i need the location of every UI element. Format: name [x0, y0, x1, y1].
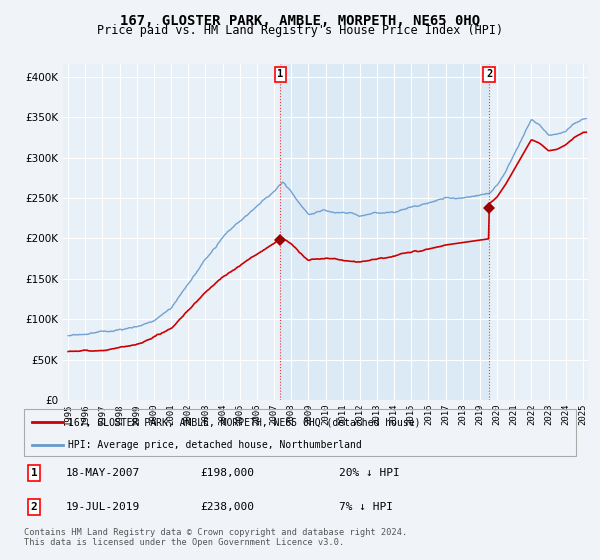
Text: 1: 1: [31, 468, 37, 478]
Text: £238,000: £238,000: [200, 502, 254, 512]
Text: 7% ↓ HPI: 7% ↓ HPI: [338, 502, 392, 512]
Text: 20% ↓ HPI: 20% ↓ HPI: [338, 468, 400, 478]
Text: 1: 1: [277, 69, 284, 79]
Text: Contains HM Land Registry data © Crown copyright and database right 2024.
This d: Contains HM Land Registry data © Crown c…: [24, 528, 407, 547]
Bar: [280, 64, 489, 400]
Text: £198,000: £198,000: [200, 468, 254, 478]
Text: Price paid vs. HM Land Registry's House Price Index (HPI): Price paid vs. HM Land Registry's House …: [97, 24, 503, 37]
Text: 2: 2: [31, 502, 37, 512]
Text: 167, GLOSTER PARK, AMBLE, MORPETH, NE65 0HQ: 167, GLOSTER PARK, AMBLE, MORPETH, NE65 …: [120, 14, 480, 28]
Text: 18-MAY-2007: 18-MAY-2007: [65, 468, 140, 478]
Text: 2: 2: [486, 69, 493, 79]
Text: HPI: Average price, detached house, Northumberland: HPI: Average price, detached house, Nort…: [68, 440, 362, 450]
Text: 19-JUL-2019: 19-JUL-2019: [65, 502, 140, 512]
Text: 167, GLOSTER PARK, AMBLE, MORPETH, NE65 0HQ (detached house): 167, GLOSTER PARK, AMBLE, MORPETH, NE65 …: [68, 417, 421, 427]
